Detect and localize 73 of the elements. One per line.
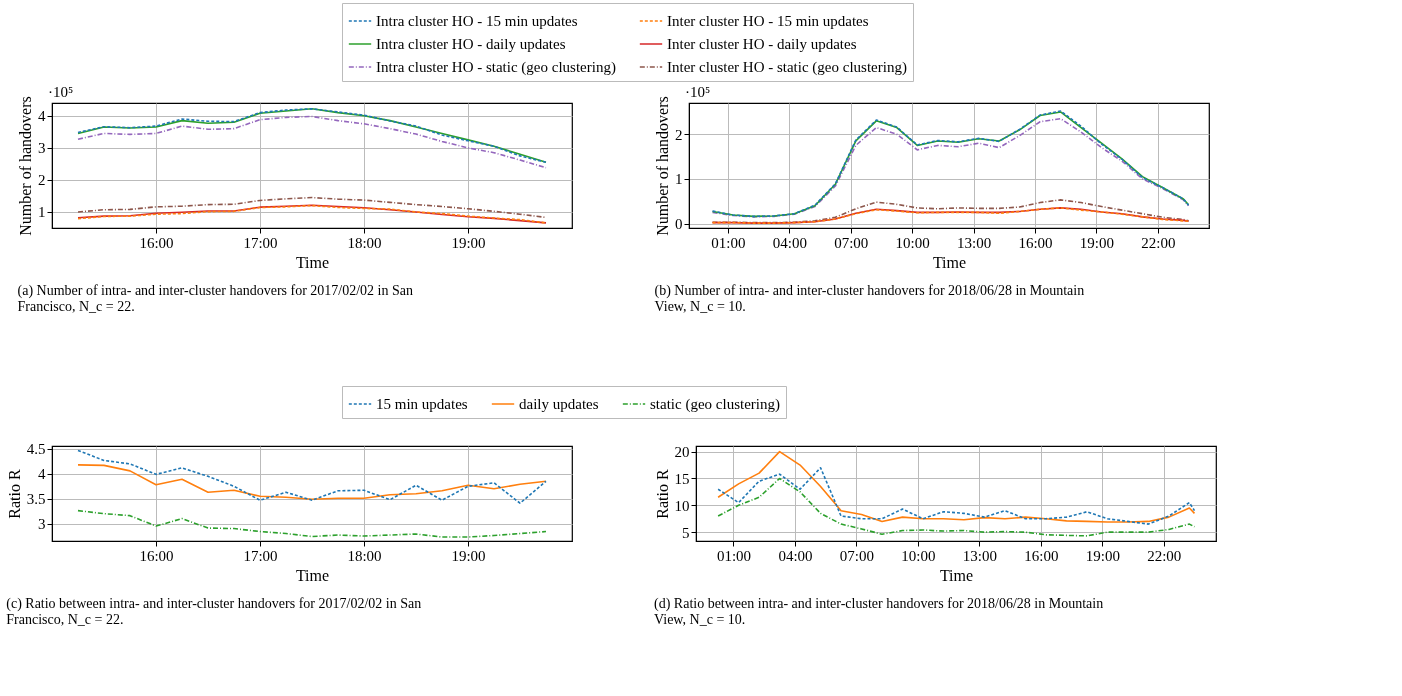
x-tick-label: 10:00 — [895, 234, 930, 251]
line-series — [77, 449, 547, 504]
line-series — [717, 477, 1196, 537]
x-tick-label: 07:00 — [839, 547, 875, 564]
legend-label: static (geo clustering) — [650, 396, 780, 413]
line-series — [711, 207, 1190, 224]
text: (a) Number of intra- and inter-cluster handovers for 2017/02/02 in San Francisco, N_c = 22. — [17, 283, 413, 314]
text: (b) Number of intra- and inter-cluster handovers for 2018/06/28 in Mountain View, N_c = 10. — [654, 283, 1085, 314]
y-tick-label: 1 — [675, 171, 683, 188]
x-tick-label: 04:00 — [772, 234, 807, 251]
x-tick-label: 16:00 — [1018, 234, 1053, 251]
y-tick-label: 10 — [674, 497, 690, 514]
y-axis-title: Number of handovers — [654, 96, 671, 236]
y-axis-title: Number of handovers — [17, 96, 34, 236]
y-tick-label: 2 — [38, 172, 46, 189]
y-tick-label: 2 — [675, 126, 683, 143]
y-tick-label: 0 — [675, 216, 683, 233]
text: (c) Ratio between intra- and inter-cluster handovers for 2017/02/02 in San Francisco, N_c = 22. — [6, 596, 422, 627]
line-series — [77, 509, 547, 538]
legend-label: 15 min updates — [376, 396, 468, 412]
x-tick-label: 01:00 — [711, 234, 746, 251]
x-tick-label: 22:00 — [1141, 234, 1176, 251]
y-tick-label: 3.5 — [26, 491, 46, 508]
line-series — [77, 204, 547, 224]
x-axis-title: Time — [295, 253, 330, 271]
y-tick-label: 3 — [38, 516, 46, 533]
text: (d) Ratio between intra- and inter-cluster handovers for 2018/06/28 in Mountain View, N_c = 10. — [654, 596, 1104, 627]
y-axis-title: Ratio R — [653, 469, 671, 519]
legend-label: daily updates — [519, 396, 599, 412]
text: ·10⁵ — [48, 84, 74, 100]
x-tick-label: 17:00 — [243, 234, 278, 251]
legend-label: Inter cluster HO - 15 min updates — [667, 13, 869, 29]
y-axis-title: Ratio R — [5, 469, 23, 519]
x-tick-label: 18:00 — [347, 234, 382, 251]
x-tick-label: 13:00 — [962, 547, 997, 564]
line-series — [77, 196, 547, 219]
text: ·10⁵ — [685, 84, 711, 100]
x-tick-label: 19:00 — [1079, 234, 1114, 251]
x-tick-label: 16:00 — [139, 547, 174, 564]
line-series — [717, 450, 1196, 523]
legend-label: Inter cluster HO - static (geo clustering) — [667, 59, 907, 76]
line-series — [77, 115, 547, 169]
y-tick-label: 1 — [38, 204, 46, 221]
x-tick-label: 07:00 — [834, 234, 869, 251]
x-tick-label: 19:00 — [451, 234, 486, 251]
x-tick-label: 19:00 — [1085, 547, 1120, 564]
line-series — [77, 107, 547, 164]
legend-label: Intra cluster HO - daily updates — [376, 36, 566, 52]
y-tick-label: 20 — [674, 444, 690, 461]
x-axis-title: Time — [939, 566, 974, 584]
x-tick-label: 17:00 — [243, 547, 278, 564]
x-axis-title: Time — [932, 253, 967, 271]
x-tick-label: 19:00 — [451, 547, 486, 564]
y-tick-label: 4 — [38, 108, 46, 125]
x-tick-label: 13:00 — [956, 234, 992, 251]
x-tick-label: 16:00 — [139, 234, 174, 251]
x-axis-title: Time — [295, 566, 330, 584]
line-series — [77, 464, 547, 501]
y-tick-label: 5 — [682, 524, 690, 541]
legend-label: Intra cluster HO - static (geo clustering) — [376, 59, 616, 76]
x-tick-label: 18:00 — [347, 547, 382, 564]
x-tick-label: 01:00 — [716, 547, 752, 564]
y-tick-label: 3 — [38, 140, 46, 157]
y-tick-label: 4 — [38, 466, 46, 483]
legend-label: Inter cluster HO - daily updates — [667, 36, 857, 52]
y-tick-label: 15 — [674, 470, 690, 487]
y-tick-label: 4.5 — [26, 441, 46, 458]
x-tick-label: 04:00 — [778, 547, 813, 564]
line-series — [717, 466, 1196, 525]
x-tick-label: 10:00 — [901, 547, 936, 564]
legend-label: Intra cluster HO - 15 min updates — [376, 13, 578, 29]
x-tick-label: 16:00 — [1024, 547, 1059, 564]
x-tick-label: 22:00 — [1147, 547, 1182, 564]
